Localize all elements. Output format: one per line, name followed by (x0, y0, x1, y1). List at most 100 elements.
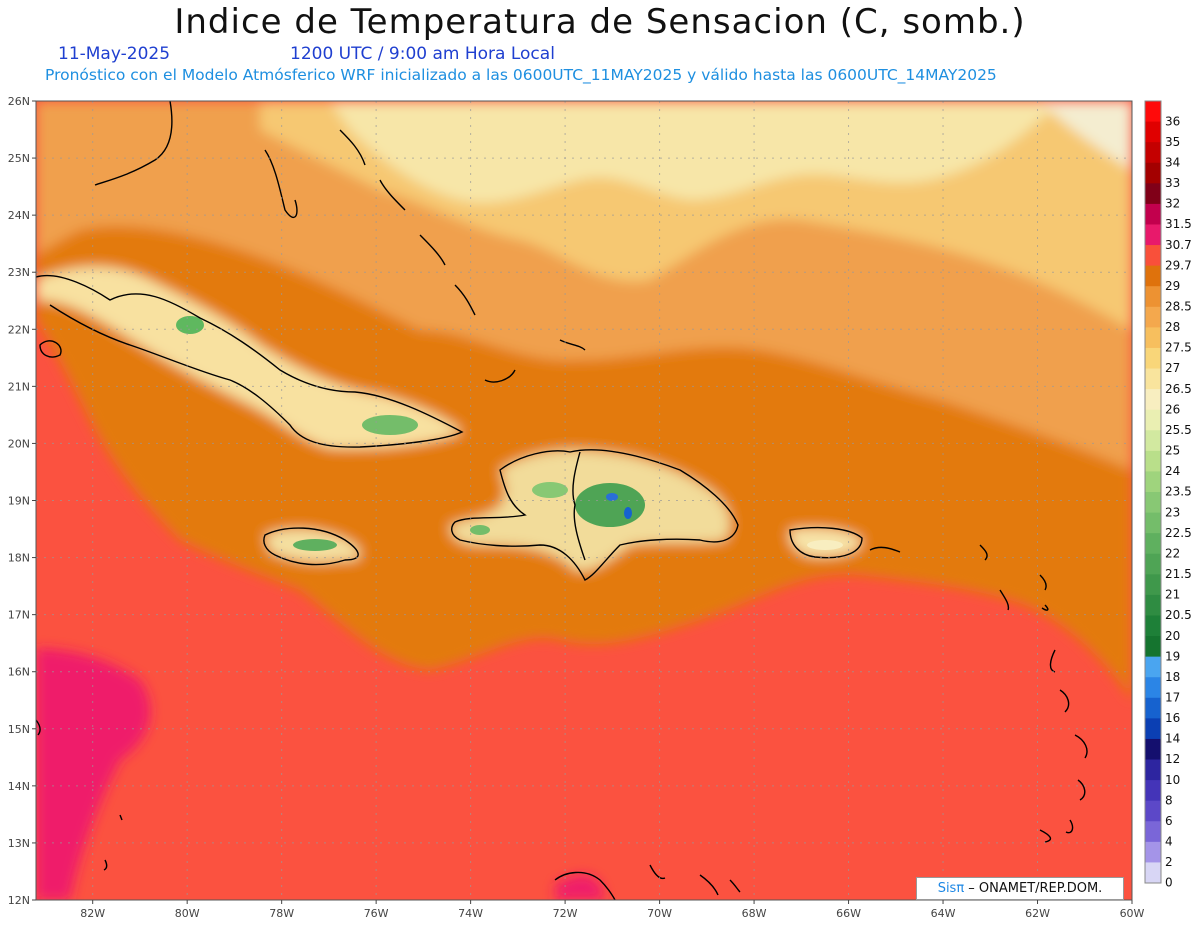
hispaniola-coast (451, 449, 739, 581)
lon-label: 62W (1025, 907, 1050, 920)
latitude-axis: 26N 25N 24N 23N 22N 21N 20N 19N 18N 17N 16N 15N 14N 1… (8, 95, 36, 907)
colorbar-swatch (1145, 512, 1161, 534)
colorbar-swatch (1145, 245, 1161, 267)
colorbar-label: 17 (1165, 691, 1180, 705)
isla-juventud (39, 340, 62, 358)
colorbar-swatch (1145, 224, 1161, 246)
lon-label: 72W (553, 907, 578, 920)
lat-label: 14N (8, 780, 30, 793)
colorbar-swatch (1145, 286, 1161, 308)
utc-time: 1200 UTC / 9:00 am Hora Local (290, 44, 555, 64)
colorbar-swatch (1145, 841, 1161, 863)
lat-label: 12N (8, 894, 30, 907)
magenta-region-sw (36, 648, 151, 900)
colorbar-swatch (1145, 656, 1161, 678)
colorbar-frame (1144, 100, 1162, 884)
colorbar-swatch (1145, 492, 1161, 514)
lat-label: 16N (8, 666, 30, 679)
pale-region-ne (1040, 101, 1132, 170)
colorbar-swatch (1145, 553, 1161, 575)
credit-box: Sisπ – ONAMET/REP.DOM. (916, 877, 1124, 900)
lat-label: 24N (8, 209, 30, 222)
bahamas-andros (264, 149, 298, 219)
lon-label: 80W (175, 907, 200, 920)
colorbar-label: 32 (1165, 197, 1180, 211)
colorbar-label: 22.5 (1165, 526, 1192, 540)
bahamas-islands (339, 129, 586, 383)
lat-label: 21N (8, 380, 30, 393)
lat-label: 26N (8, 95, 30, 108)
colorbar-label: 30.7 (1165, 238, 1192, 252)
credit-text: – ONAMET/REP.DOM. (964, 881, 1103, 896)
lon-label: 76W (364, 907, 389, 920)
lat-label: 13N (8, 837, 30, 850)
colorbar-label: 35 (1165, 135, 1180, 149)
puerto-rico-coast (789, 526, 863, 559)
colorbar-label: 25 (1165, 444, 1180, 458)
coastlines (36, 101, 1088, 900)
lon-label: 68W (742, 907, 767, 920)
colorbar-label: 2 (1165, 855, 1173, 869)
colorbar-label: 28.5 (1165, 300, 1192, 314)
lat-label: 17N (8, 609, 30, 622)
colorbar-swatch (1145, 183, 1161, 205)
colorbar-swatch (1145, 862, 1161, 884)
pale-region (330, 101, 1060, 203)
colorbar-swatch (1145, 347, 1161, 370)
central-america-coast (36, 719, 123, 871)
colorbar-swatch (1145, 718, 1161, 740)
colorbar-swatch (1145, 697, 1161, 719)
colorbar: 363534333231.530.729.72928.52827.52726.5… (1144, 100, 1192, 890)
colorbar-swatch (1145, 203, 1161, 225)
colorbar-swatch (1145, 636, 1161, 658)
lon-label: 60W (1120, 907, 1145, 920)
colorbar-label: 12 (1165, 752, 1180, 766)
colorbar-label: 27 (1165, 361, 1180, 375)
cuba-land-field (36, 266, 462, 449)
colorbar-swatch (1145, 306, 1161, 328)
lat-label: 18N (8, 552, 30, 565)
lat-label: 20N (8, 437, 30, 450)
colorbar-label: 18 (1165, 670, 1180, 684)
colorbar-swatch (1145, 677, 1161, 699)
colorbar-swatch (1145, 162, 1161, 184)
cuba-coast (36, 274, 464, 448)
colorbar-swatch (1145, 101, 1161, 123)
colorbar-label: 21 (1165, 588, 1180, 602)
lat-label: 25N (8, 152, 30, 165)
colorbar-swatch (1145, 450, 1161, 472)
jamaica-coast (263, 527, 359, 566)
longitude-axis: 82W 80W 78W 76W 74W 72W 70W 68W 66W 64W 62W 60W (80, 900, 1145, 920)
colorbar-label: 10 (1165, 773, 1180, 787)
colorbar-swatch (1145, 594, 1161, 616)
credit-brand: Sisπ (937, 881, 965, 896)
colorbar-label: 22 (1165, 546, 1180, 560)
colorbar-label: 29 (1165, 279, 1180, 293)
colorbar-swatch (1145, 327, 1161, 349)
colorbar-swatch (1145, 533, 1161, 555)
colorbar-label: 29.7 (1165, 258, 1192, 272)
colorbar-label: 20 (1165, 629, 1180, 643)
lon-label: 82W (80, 907, 105, 920)
colorbar-label: 6 (1165, 814, 1173, 828)
venezuela-coast (554, 864, 741, 900)
colorbar-swatch (1145, 471, 1161, 493)
lon-label: 66W (836, 907, 861, 920)
florida-keys (94, 101, 173, 186)
lon-label: 78W (269, 907, 294, 920)
colorbar-label: 24 (1165, 464, 1180, 478)
colorbar-swatch (1145, 265, 1161, 287)
colorbar-label: 31.5 (1165, 217, 1192, 231)
temperature-field (36, 101, 1132, 900)
colorbar-label: 28 (1165, 320, 1180, 334)
model-run-info: Pronóstico con el Modelo Atmósferico WRF… (45, 66, 997, 84)
colorbar-label: 0 (1165, 876, 1173, 890)
colorbar-label: 8 (1165, 793, 1173, 807)
colorbar-swatch (1145, 615, 1161, 637)
lat-label: 15N (8, 723, 30, 736)
colorbar-swatch (1145, 780, 1161, 802)
colorbar-label: 14 (1165, 732, 1180, 746)
colorbar-swatch (1145, 821, 1161, 843)
map-title: Indice de Temperatura de Sensacion (C, s… (174, 2, 1026, 42)
